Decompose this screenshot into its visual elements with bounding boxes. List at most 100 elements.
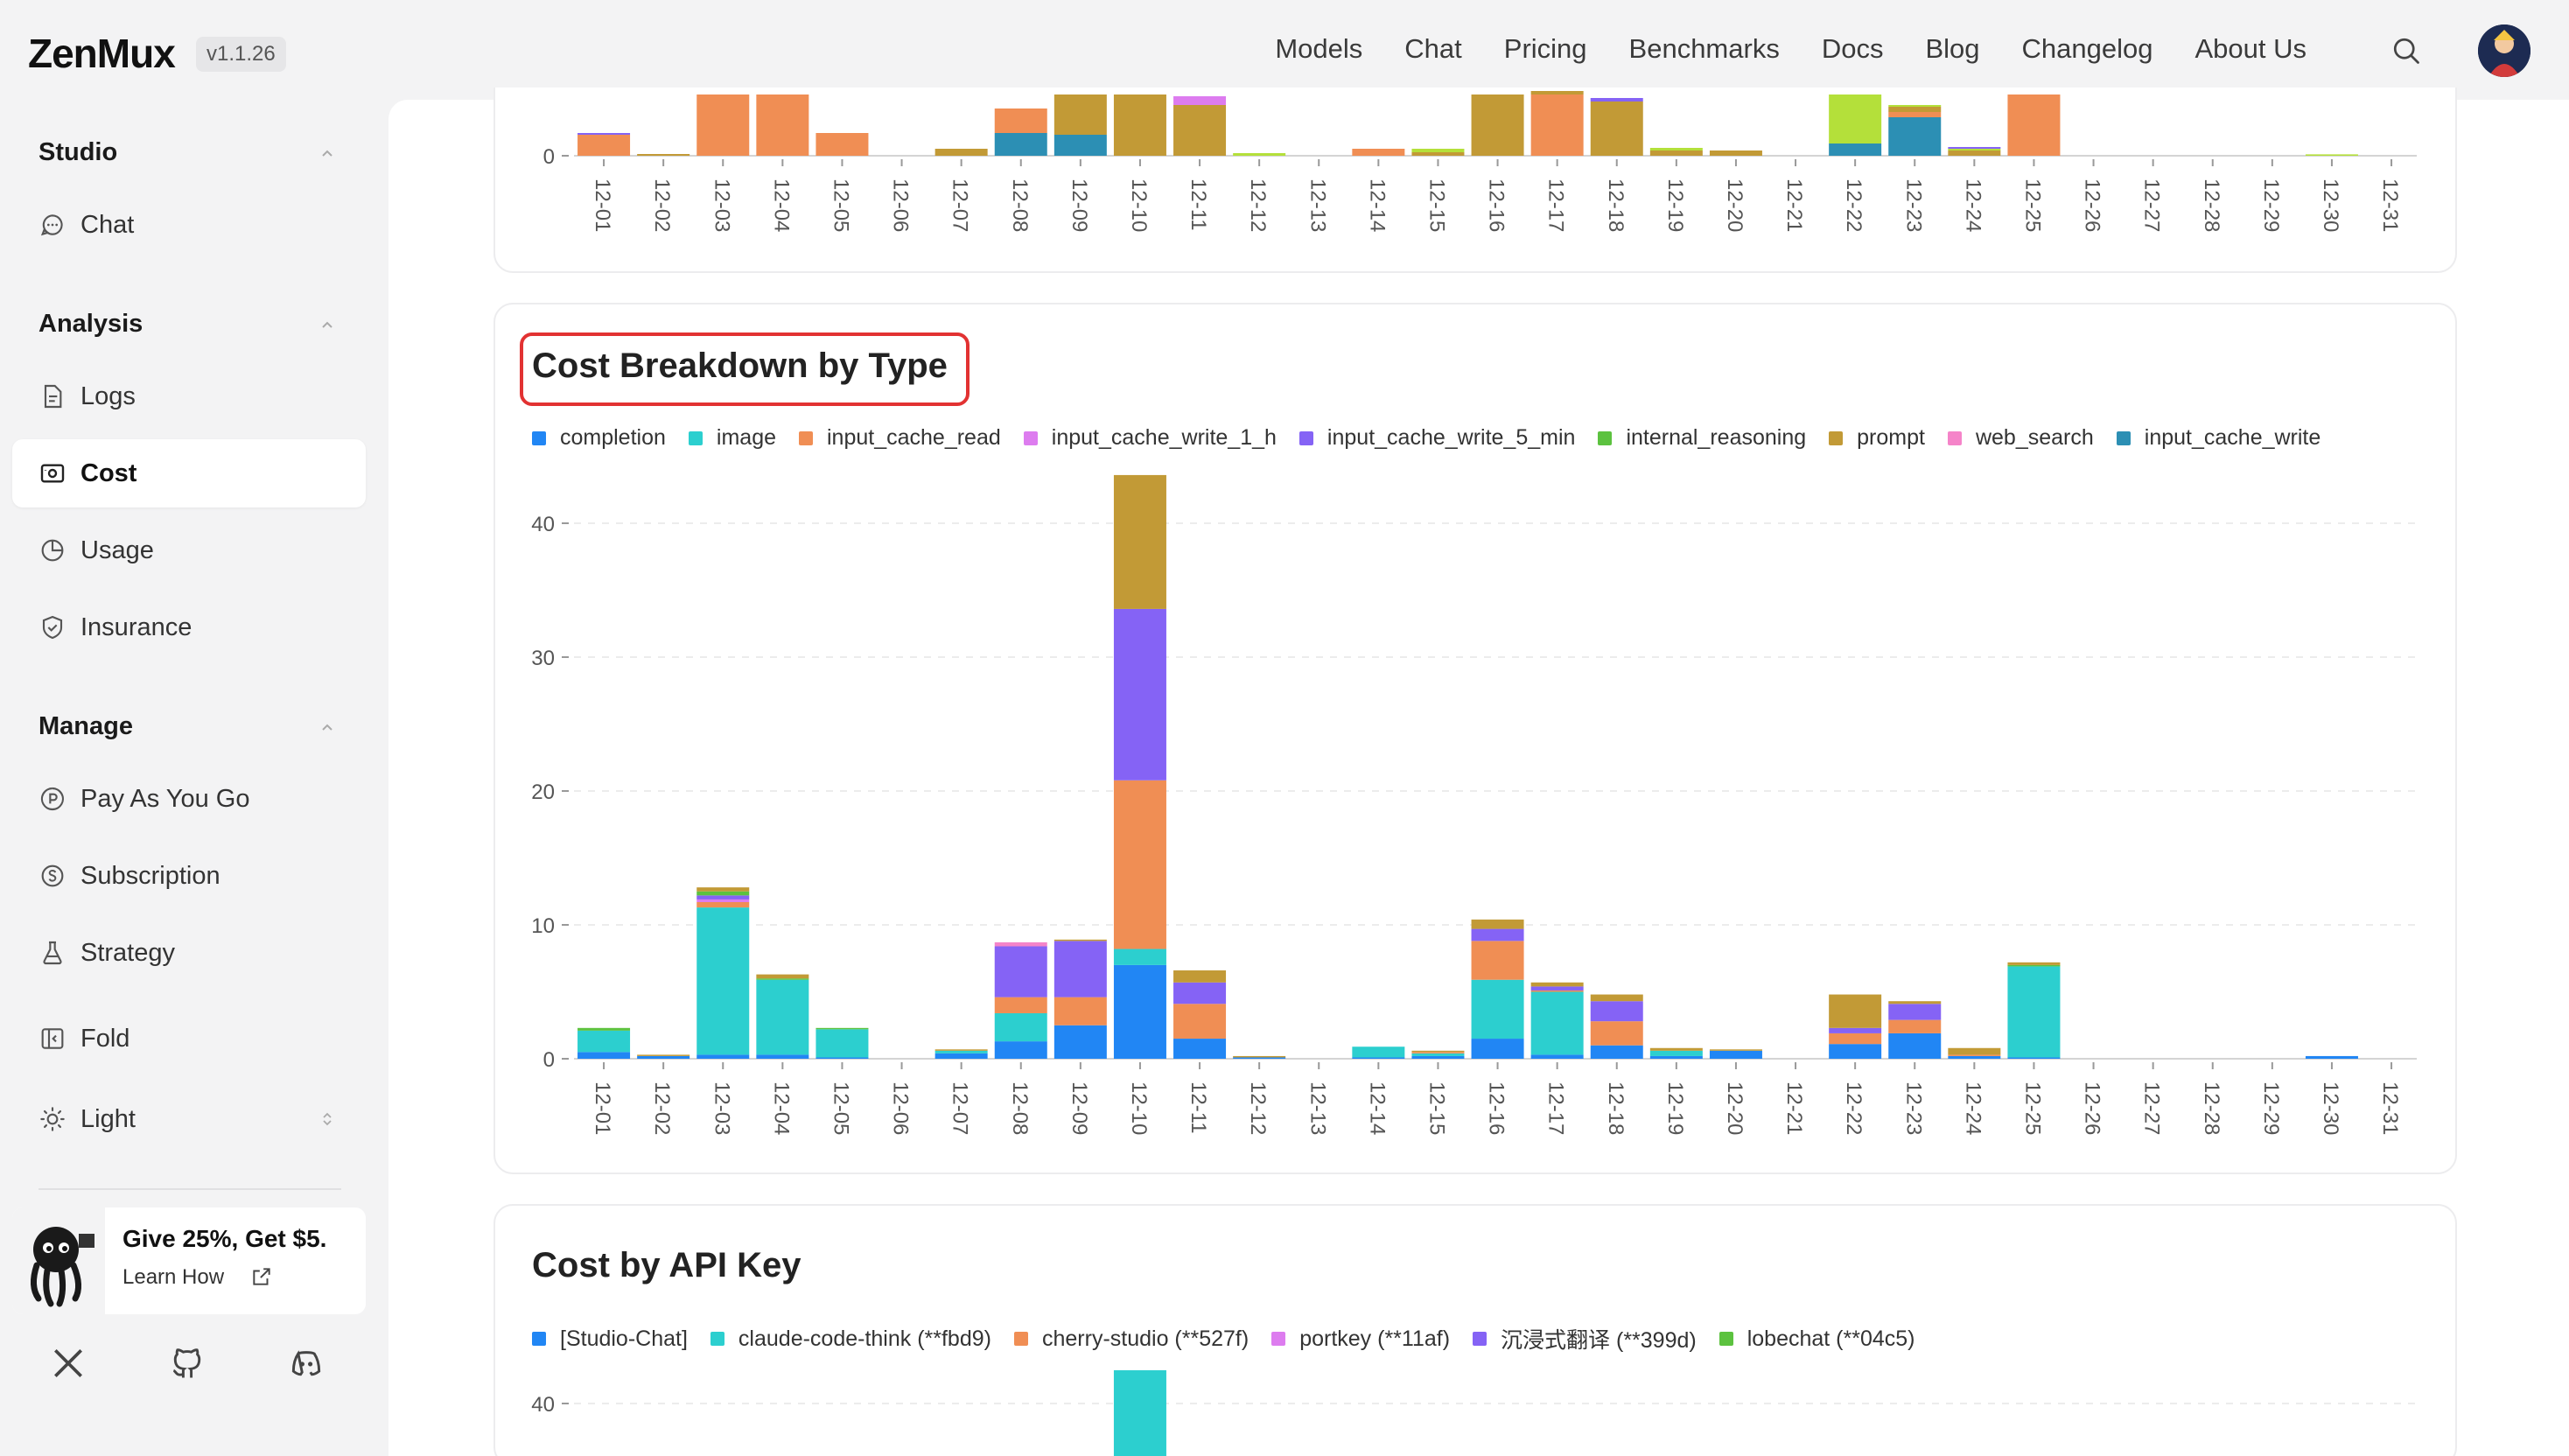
sidebar-item-logs[interactable]: Logs (12, 362, 366, 430)
external-link-icon[interactable] (250, 1265, 273, 1288)
bar-segment-input_cache_read[interactable] (1888, 1019, 1942, 1033)
legend-item[interactable]: web_search (1947, 425, 2094, 451)
legend-item[interactable]: cherry-studio (**527f) (1013, 1326, 1249, 1352)
bar-segment-completion[interactable] (1352, 1057, 1405, 1059)
sidebar-item-fold[interactable]: Fold (12, 1004, 366, 1073)
logo[interactable]: ZenMux (28, 31, 176, 76)
bar-segment-completion[interactable] (1173, 1039, 1227, 1059)
bar-segment-prompt[interactable] (1530, 982, 1584, 987)
bar-segment-image[interactable] (934, 1050, 988, 1054)
bar-segment-internal_reasoning[interactable] (2007, 964, 2061, 967)
bar-segment-prompt[interactable] (1888, 107, 1942, 112)
bar-segment-input_cache_write_5_min[interactable] (1888, 1004, 1942, 1020)
bar-segment-internal_reasoning[interactable] (816, 1027, 869, 1030)
bar-segment-prompt[interactable] (1948, 1047, 2001, 1055)
bar-segment-input_cache_read[interactable] (756, 94, 809, 156)
nav-link-blog[interactable]: Blog (1925, 33, 1980, 64)
avatar[interactable] (2478, 24, 2530, 77)
bar-segment-input_cache_write_5_min[interactable] (1590, 1001, 1643, 1022)
bar-segment-completion[interactable] (1471, 1039, 1524, 1059)
bar-segment-prompt[interactable] (1411, 152, 1465, 156)
bar-segment-image[interactable] (1649, 1050, 1703, 1056)
bar-segment-internal_reasoning[interactable] (696, 891, 750, 896)
bar-segment-prompt[interactable] (1113, 474, 1166, 609)
sidebar-item-subscription[interactable]: Subscription (12, 842, 366, 910)
bar-segment-lime[interactable] (1888, 105, 1942, 107)
bar-segment-claude-code-think[interactable] (1113, 1370, 1166, 1456)
chevron-up-icon[interactable] (317, 315, 338, 336)
bar-segment-prompt[interactable] (637, 1054, 690, 1056)
nav-link-pricing[interactable]: Pricing (1503, 33, 1587, 64)
bar-segment-prompt[interactable] (1649, 150, 1703, 156)
bar-segment-input_cache_read[interactable] (1590, 1021, 1643, 1046)
legend-item[interactable]: input_cache_write_1_h (1023, 425, 1277, 451)
bar-segment-input_cache_write_5_min[interactable] (1829, 1027, 1882, 1033)
bar-segment-input_cache_write[interactable] (1829, 144, 1882, 156)
bar-segment-image[interactable] (696, 907, 750, 1055)
bar-segment-input_cache_read[interactable] (1411, 1052, 1465, 1054)
bar-segment-prompt[interactable] (934, 149, 988, 156)
bar-segment-prompt[interactable] (1054, 94, 1107, 135)
bar-segment-completion[interactable] (1411, 1055, 1465, 1059)
bar-segment-completion[interactable] (816, 1057, 869, 1059)
bar-segment-image[interactable] (1411, 1053, 1465, 1056)
bar-segment-input_cache_write_1_h[interactable] (1173, 96, 1227, 105)
bar-segment-completion[interactable] (637, 1055, 690, 1059)
bar-segment-image[interactable] (994, 1012, 1047, 1042)
chevron-up-icon[interactable] (317, 144, 338, 164)
bar-segment-lime[interactable] (1948, 149, 2001, 150)
legend-item[interactable]: completion (532, 425, 666, 451)
section-analysis[interactable]: Analysis (38, 310, 144, 338)
bar-segment-prompt[interactable] (1888, 1001, 1942, 1004)
bar-segment-input_cache_read[interactable] (1113, 780, 1166, 949)
sidebar-item-insurance[interactable]: Insurance (12, 593, 366, 662)
bar-segment-completion[interactable] (1709, 1050, 1762, 1059)
nav-link-benchmarks[interactable]: Benchmarks (1628, 33, 1780, 64)
bar-segment-image[interactable] (1530, 991, 1584, 1055)
bar-segment-internal_reasoning[interactable] (578, 1027, 631, 1031)
bar-segment-prompt[interactable] (1829, 994, 1882, 1028)
bar-segment-input_cache_read[interactable] (1888, 112, 1942, 117)
bar-segment-input_cache_write_5_min[interactable] (1471, 928, 1524, 942)
bar-segment-completion[interactable] (1233, 1057, 1286, 1059)
bar-segment-input_cache_read[interactable] (1471, 941, 1524, 980)
bar-segment-input_cache_read[interactable] (1530, 94, 1584, 156)
legend-item[interactable]: 沉浸式翻译 (**399d) (1473, 1323, 1697, 1354)
legend-item[interactable]: lobechat (**04c5) (1718, 1326, 1915, 1352)
nav-link-changelog[interactable]: Changelog (2021, 33, 2153, 64)
nav-link-chat[interactable]: Chat (1404, 33, 1462, 64)
bar-segment-input_cache_read[interactable] (1054, 997, 1107, 1026)
bar-segment-internal_reasoning[interactable] (756, 978, 809, 980)
bar-segment-completion[interactable] (994, 1041, 1047, 1059)
bar-segment-input_cache_write_5_min[interactable] (994, 946, 1047, 998)
bar-segment-prompt[interactable] (1233, 1055, 1286, 1058)
bar-segment-input_cache_write_5_min[interactable] (1113, 608, 1166, 780)
bar-segment-input_cache_write[interactable] (994, 133, 1047, 156)
bar-segment-image[interactable] (578, 1030, 631, 1053)
learn-how-link[interactable]: Learn How (122, 1265, 225, 1289)
sidebar-item-usage[interactable]: Usage (12, 516, 366, 584)
section-studio[interactable]: Studio (38, 138, 118, 166)
bar-segment-input_cache_read[interactable] (1530, 990, 1584, 992)
bar-segment-prompt[interactable] (1948, 150, 2001, 156)
bar-segment-input_cache_read[interactable] (696, 94, 750, 156)
legend-item[interactable]: claude-code-think (**fbd9) (710, 1326, 991, 1352)
bar-segment-prompt[interactable] (1411, 1050, 1465, 1053)
bar-segment-input_cache_read[interactable] (994, 997, 1047, 1013)
bar-segment-image[interactable] (816, 1029, 869, 1058)
nav-link-docs[interactable]: Docs (1821, 33, 1884, 64)
legend-item[interactable]: portkey (**11af) (1271, 1326, 1450, 1352)
bar-segment-prompt[interactable] (1054, 939, 1107, 942)
legend-item[interactable]: input_cache_write (2116, 425, 2320, 451)
bar-segment-prompt[interactable] (637, 154, 690, 156)
bar-segment-input_cache_read[interactable] (578, 135, 631, 156)
bar-segment-lime[interactable] (1649, 148, 1703, 150)
section-manage[interactable]: Manage (38, 712, 133, 740)
bar-segment-input_cache_write_5_min[interactable] (1173, 982, 1227, 1004)
bar-segment-input_cache_read[interactable] (1948, 1054, 2001, 1056)
bar-segment-image[interactable] (1471, 979, 1524, 1040)
bar-segment-input_cache_write[interactable] (1888, 117, 1942, 156)
bar-segment-input_cache_read[interactable] (696, 901, 750, 908)
bar-segment-completion[interactable] (578, 1052, 631, 1059)
theme-toggle[interactable]: Light (12, 1085, 366, 1153)
